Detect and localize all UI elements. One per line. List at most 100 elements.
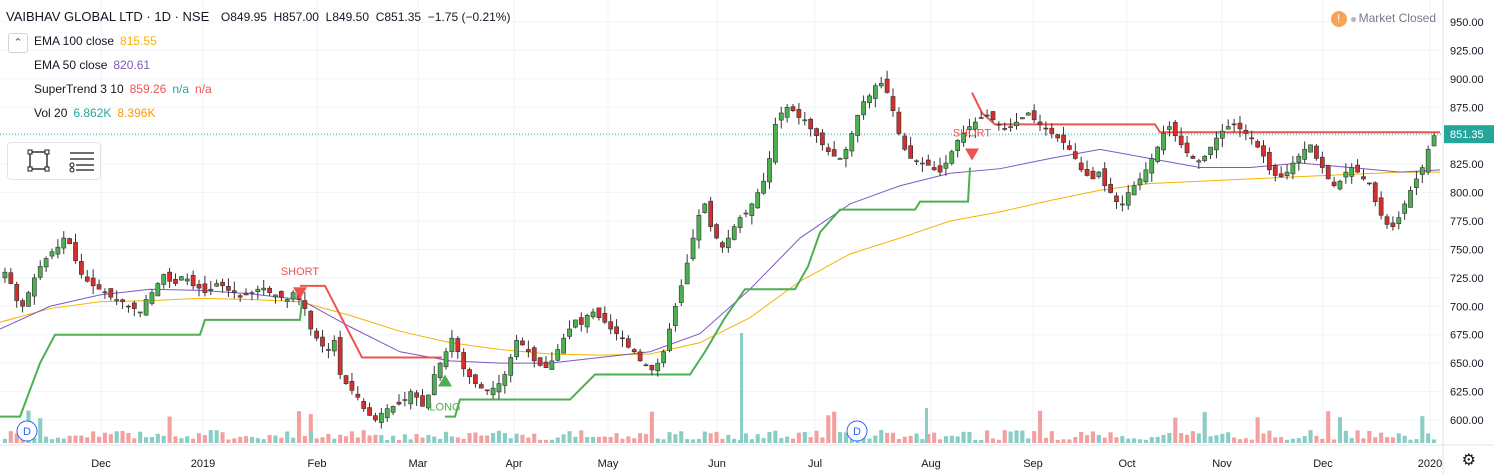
volume-bar [373, 434, 378, 443]
dividend-marker-label: D [23, 426, 31, 438]
candle-body [1155, 146, 1161, 162]
candle-body [1208, 146, 1213, 155]
candle-body [902, 135, 908, 150]
price-tick-label: 825.00 [1450, 159, 1484, 171]
volume-bar [1220, 433, 1225, 443]
volume-bar [508, 438, 513, 443]
candle-body [1020, 117, 1025, 120]
volume-bar [1349, 438, 1354, 443]
candle-body [802, 119, 808, 122]
candle-body [978, 117, 984, 119]
price-tick-label: 650.00 [1450, 358, 1484, 370]
candle-body [396, 401, 402, 405]
candle-body [937, 165, 943, 173]
candle-body [984, 114, 990, 117]
candle-body [925, 159, 931, 166]
volume-bar [1314, 435, 1319, 443]
candle-body [1090, 170, 1096, 180]
candle-body [508, 357, 514, 376]
candle-body [1161, 133, 1166, 151]
volume-bar [573, 436, 578, 443]
volume-bar [255, 438, 260, 443]
last-price-label: 851.35 [1450, 129, 1484, 141]
volume-bar [455, 437, 460, 443]
candle-body [667, 328, 672, 351]
candle-body [1314, 145, 1319, 159]
candle-body [1284, 171, 1290, 176]
time-tick-label: Apr [505, 458, 522, 470]
legend-ema100[interactable]: EMA 100 close 815.55 [34, 34, 157, 48]
volume-bar [420, 437, 425, 443]
volume-bar [767, 432, 772, 443]
candle-body [1096, 171, 1102, 177]
volume-bar [67, 435, 72, 443]
volume-bar [414, 434, 419, 443]
candle-body [720, 242, 725, 248]
candle-body [1231, 123, 1237, 126]
candle-body [1319, 156, 1325, 168]
symbol-title[interactable]: VAIBHAV GLOBAL LTD · 1D · NSE [6, 9, 210, 24]
volume-bar [385, 439, 390, 443]
candle-body [184, 278, 190, 282]
volume-bar [990, 438, 996, 443]
volume-bar [1326, 411, 1331, 443]
volume-bar [308, 414, 313, 443]
volume-bar [937, 439, 943, 443]
volume-bar [79, 435, 84, 443]
gear-icon[interactable]: ⚙ [1461, 452, 1476, 469]
volume-bar [467, 433, 472, 443]
candle-body [267, 287, 272, 293]
candle-body [949, 151, 955, 164]
candle-body [702, 203, 708, 213]
volume-bar [408, 439, 413, 443]
candle-body [490, 387, 496, 396]
candle-body [126, 305, 131, 308]
volume-bar [1273, 437, 1278, 443]
candle-body [1408, 189, 1413, 208]
volume-bar [1102, 437, 1107, 443]
candle-body [661, 351, 666, 364]
volume-bar [361, 430, 366, 443]
volume-bar [1343, 430, 1348, 443]
candle-body [2, 271, 8, 279]
candle-body [696, 215, 702, 241]
volume-bar [1055, 439, 1060, 443]
candle-body [337, 337, 343, 375]
price-tick-label: 725.00 [1450, 273, 1484, 285]
volume-bar [638, 433, 643, 443]
volume-bar [514, 433, 519, 443]
volume-bar [714, 431, 719, 443]
candle-body [755, 192, 761, 209]
candle-body [673, 305, 678, 326]
volume-bar [1202, 412, 1207, 443]
volume-bar [461, 438, 466, 443]
volume-bar [1373, 437, 1378, 443]
candle-body [1361, 176, 1366, 180]
candle-body [273, 294, 278, 298]
candle-body [1261, 145, 1266, 157]
legend-supertrend[interactable]: SuperTrend 3 10 859.26 n/a n/a [34, 82, 212, 96]
price-tick-label: 625.00 [1450, 387, 1484, 399]
volume-bar [943, 436, 948, 443]
supertrend-value: 859.26 [129, 82, 167, 96]
candle-body [1249, 137, 1255, 140]
legend-ema50[interactable]: EMA 50 close 820.61 [34, 58, 151, 72]
volume-bar [1379, 432, 1384, 443]
candle-body [367, 407, 372, 416]
candle-body [373, 415, 378, 421]
volume-bar [961, 431, 966, 443]
rectangle-tool-icon[interactable] [26, 149, 52, 173]
legend-volume[interactable]: Vol 20 6.862K 8.396K [34, 106, 156, 120]
ema50-line [0, 148, 1441, 364]
candle-body [420, 395, 425, 407]
candle-body [555, 349, 561, 361]
volume-bar [291, 437, 296, 443]
candle-body [1014, 121, 1019, 127]
volume-bar [1143, 439, 1148, 443]
menu-lines-icon[interactable] [68, 149, 94, 173]
price-tick-label: 750.00 [1450, 244, 1484, 256]
volume-bar [1043, 437, 1048, 443]
candle-body [1137, 178, 1143, 186]
collapse-legend-icon[interactable]: ⌃ [8, 33, 28, 53]
